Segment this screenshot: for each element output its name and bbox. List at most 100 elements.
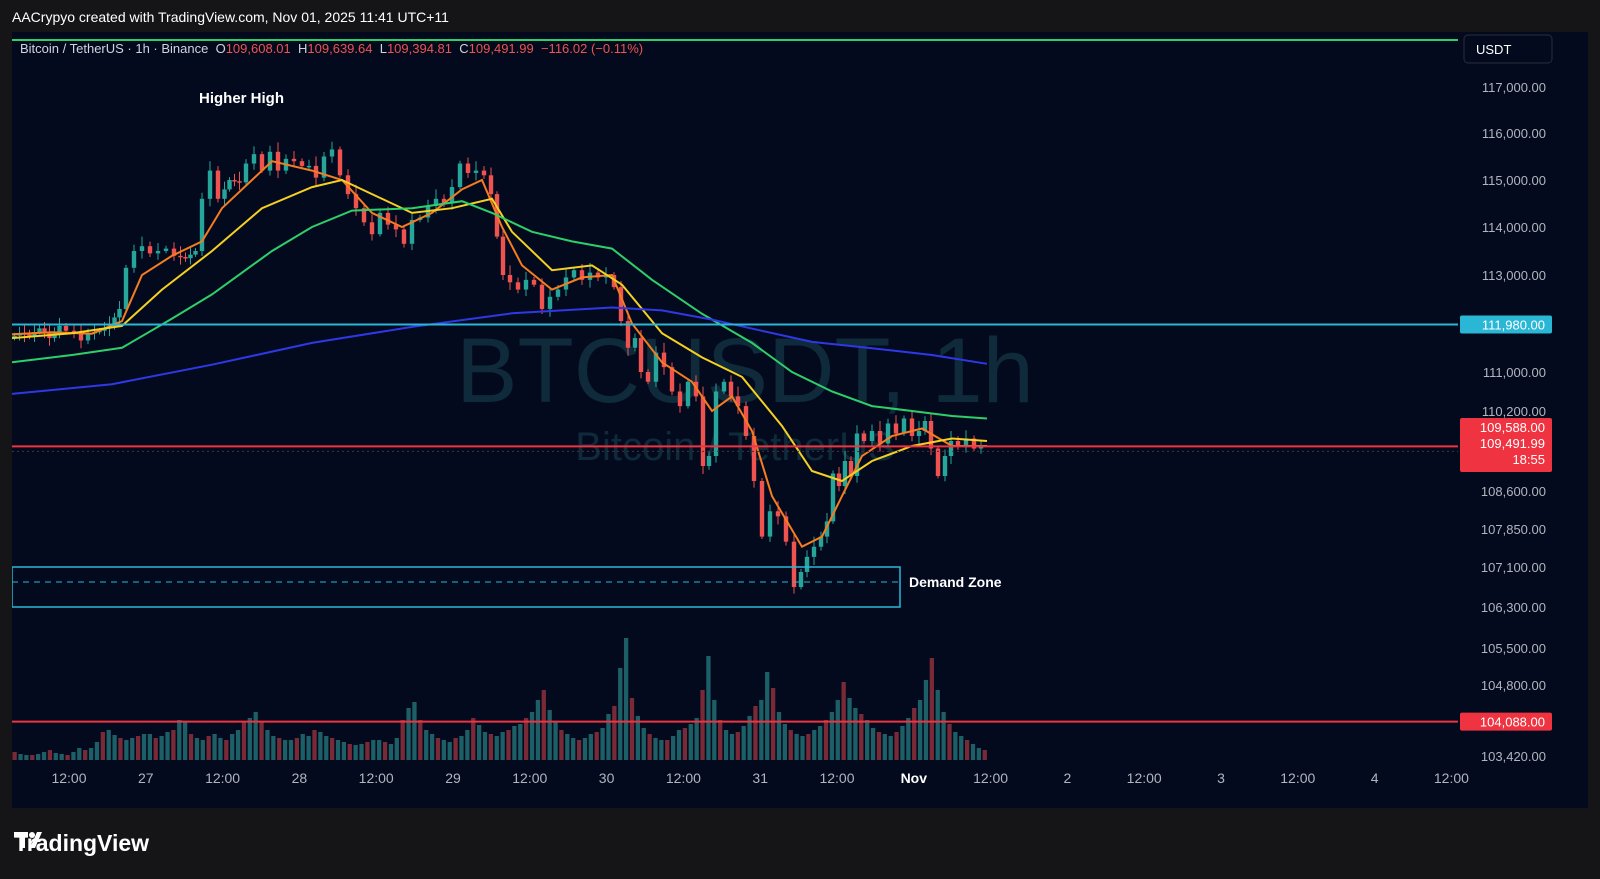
- volume-bar: [188, 734, 194, 760]
- volume-bar: [788, 730, 793, 760]
- candle-body: [571, 270, 577, 278]
- x-tick-label: 12:00: [1434, 770, 1469, 786]
- volume-bar: [847, 698, 852, 760]
- candle-body: [353, 194, 359, 209]
- legend-part: 109,608.01: [226, 41, 291, 56]
- candle-body: [465, 163, 471, 173]
- volume-bar: [723, 730, 729, 760]
- x-tick-label: 12:00: [205, 770, 240, 786]
- candle-body: [329, 149, 335, 157]
- volume-bar: [230, 734, 235, 760]
- volume-bar: [982, 750, 987, 760]
- volume-bar: [400, 720, 405, 760]
- volume-bar: [36, 754, 41, 760]
- volume-bar: [770, 688, 776, 760]
- volume-bar: [929, 658, 934, 760]
- legend-part: 109,639.64: [307, 41, 372, 56]
- volume-bar: [970, 744, 976, 760]
- volume-bar: [623, 638, 629, 760]
- x-tick-label: 29: [445, 770, 461, 786]
- candle-body: [117, 308, 122, 318]
- volume-bar: [553, 722, 558, 760]
- volume-bar: [853, 708, 858, 760]
- volume-bar: [441, 740, 446, 760]
- volume-bar: [865, 720, 870, 760]
- candle-body: [63, 325, 69, 331]
- y-tick-label: 108,600.00: [1481, 484, 1546, 499]
- candle-body: [385, 212, 391, 225]
- currency-selector[interactable]: USDT: [1463, 34, 1553, 64]
- candle-body: [735, 396, 741, 407]
- candle-body: [321, 156, 327, 178]
- price-tag-last-box: [1460, 418, 1552, 472]
- x-tick-label: 12:00: [666, 770, 701, 786]
- y-tick-label: 111,000.00: [1483, 365, 1546, 380]
- candle-body: [27, 334, 32, 336]
- volume-bar: [471, 718, 476, 760]
- x-tick-label: 2: [1064, 770, 1072, 786]
- x-tick-label: 3: [1217, 770, 1225, 786]
- candle-body: [222, 189, 227, 199]
- candle-body: [721, 381, 727, 392]
- volume-bar: [71, 752, 76, 760]
- candle-body: [449, 187, 455, 204]
- volume-bar: [365, 742, 370, 760]
- volume-bar: [653, 738, 658, 760]
- volume-bar: [729, 734, 735, 760]
- candle-body: [728, 381, 734, 397]
- legend-part: 109,491.99: [469, 41, 534, 56]
- candle-body: [207, 170, 213, 199]
- legend-part: H: [291, 41, 308, 56]
- candle-body: [618, 287, 624, 322]
- volume-bar: [541, 690, 546, 760]
- candle-body: [507, 275, 513, 283]
- candle-body: [243, 163, 249, 183]
- candle-body: [759, 481, 765, 537]
- candle-body: [275, 151, 281, 171]
- candle-body: [669, 367, 675, 392]
- candle-body: [547, 296, 553, 309]
- volume-bar: [359, 744, 364, 760]
- candle-body: [193, 251, 198, 255]
- price-tag-upper-level-text: 111,980.00: [1482, 317, 1545, 332]
- volume-bar: [177, 720, 182, 760]
- chart-area[interactable]: BTCUSDT, 1h Bitcoin / TetherUS Demand Zone…: [12, 32, 1588, 808]
- volume-bar: [506, 730, 511, 760]
- x-tick-label: 12:00: [512, 770, 547, 786]
- candle-body: [171, 248, 177, 256]
- legend-part: −116.02 (−0.11%): [534, 41, 643, 56]
- volume-bar: [782, 724, 787, 760]
- volume-bar: [912, 708, 917, 760]
- volume-bar: [976, 748, 982, 760]
- candle-body: [922, 421, 928, 431]
- candle-body: [345, 175, 351, 195]
- candle-body: [767, 511, 773, 537]
- volume-bar: [806, 734, 811, 760]
- volume-bar: [77, 748, 82, 760]
- volume-bar: [88, 748, 94, 760]
- candle-body: [259, 154, 265, 171]
- currency-box: [1463, 34, 1553, 64]
- candle-body: [523, 279, 529, 290]
- candle-body: [539, 284, 545, 309]
- volume-bar: [324, 736, 329, 760]
- volume-bar: [706, 656, 711, 760]
- candle-body: [632, 338, 638, 348]
- price-tag-lower-level: 104,088.00: [1460, 712, 1552, 731]
- x-tick-label: 31: [752, 770, 768, 786]
- higher-high-label: Higher High: [199, 90, 284, 107]
- y-tick-label: 107,850.00: [1481, 522, 1546, 537]
- candle-body: [579, 270, 585, 280]
- volume-bar: [618, 668, 623, 760]
- volume-bar: [329, 738, 335, 760]
- volume-bar: [635, 716, 641, 760]
- volume-bar: [318, 732, 323, 760]
- volume-bar: [224, 740, 229, 760]
- volume-bar: [882, 734, 887, 760]
- candle-body: [818, 536, 824, 547]
- volume-bar: [65, 755, 70, 760]
- candle-body: [481, 170, 487, 176]
- volume-bar: [671, 736, 676, 760]
- candle-body: [199, 198, 205, 251]
